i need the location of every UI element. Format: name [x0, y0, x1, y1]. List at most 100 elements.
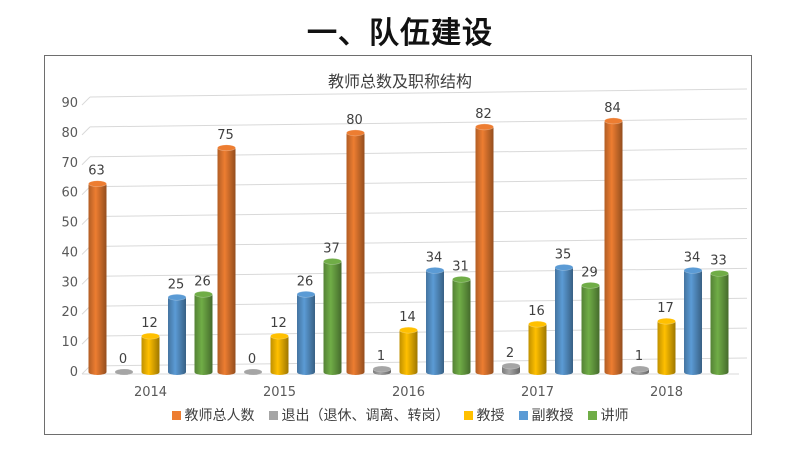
bar — [399, 326, 418, 375]
bar-body — [217, 147, 236, 372]
bar — [528, 320, 547, 375]
bar-body — [323, 261, 342, 372]
bar-base — [270, 369, 289, 375]
bar — [604, 117, 623, 375]
bar — [657, 317, 676, 375]
bar-top — [604, 117, 623, 125]
gridline — [89, 118, 748, 128]
bar-base — [346, 369, 365, 375]
bar-base — [657, 369, 676, 375]
bar-body — [452, 279, 471, 372]
y-tick-label: 60 — [61, 186, 78, 201]
chart-legend: 教师总人数 退出（退休、调离、转岗） 教授 副教授 讲师 — [0, 405, 800, 425]
bar-base — [217, 369, 236, 375]
bar-body — [141, 336, 160, 372]
data-label: 12 — [270, 316, 287, 331]
bar — [425, 267, 445, 375]
x-tick-label: 2016 — [392, 385, 425, 400]
data-label: 16 — [528, 304, 545, 319]
bar — [323, 258, 342, 375]
gridline-depth — [81, 126, 91, 136]
bar-top — [710, 270, 729, 277]
bar-base — [297, 369, 315, 375]
bar-body — [399, 330, 418, 372]
bar — [554, 264, 574, 375]
bar-top — [372, 365, 392, 373]
bar-top — [554, 264, 574, 271]
bar — [683, 267, 703, 375]
gridline — [89, 148, 748, 158]
bar — [296, 290, 316, 375]
bar-top — [217, 144, 236, 152]
bar-top — [528, 320, 547, 328]
bar-top — [475, 123, 494, 131]
legend-label: 教授 — [476, 408, 505, 424]
bar-base — [168, 369, 186, 375]
gridline-depth — [81, 156, 91, 166]
data-label: 25 — [168, 277, 185, 292]
data-label: 35 — [555, 247, 572, 262]
bar-base — [604, 369, 623, 375]
gridline — [89, 178, 748, 188]
bar-base — [555, 369, 573, 375]
data-label: 1 — [377, 349, 385, 364]
bar-base — [475, 369, 494, 375]
data-label: 84 — [604, 101, 621, 116]
data-label: 14 — [399, 310, 416, 325]
bar-body — [555, 267, 573, 372]
bar — [167, 293, 187, 375]
bar-top — [452, 276, 471, 283]
bar-base — [684, 369, 702, 375]
gridline — [89, 88, 748, 98]
data-label: 82 — [475, 107, 492, 122]
bar — [243, 368, 263, 376]
data-label: 34 — [684, 250, 701, 265]
bar-body — [426, 270, 444, 372]
bar-top — [296, 290, 316, 298]
bar-body — [657, 321, 676, 372]
bar — [270, 332, 289, 375]
data-label: 1 — [635, 349, 643, 364]
slide-title: 一、队伍建设 — [307, 16, 493, 51]
gridline — [89, 357, 748, 367]
legend-swatch — [268, 410, 278, 420]
bar-base — [88, 369, 107, 375]
data-label: 17 — [657, 301, 674, 316]
bar-top — [683, 267, 703, 274]
bar-body — [168, 297, 186, 372]
bar-body — [88, 183, 107, 372]
bar — [346, 129, 365, 375]
legend-item: 退出（退休、调离、转岗） — [268, 405, 450, 425]
data-label: 0 — [119, 352, 127, 367]
bar-top — [630, 365, 650, 373]
legend-item: 教师总人数 — [171, 405, 255, 425]
bar-body — [581, 285, 600, 372]
bar — [88, 180, 107, 375]
bar-top — [425, 267, 445, 274]
data-label: 29 — [581, 265, 598, 280]
x-tick-label: 2018 — [650, 385, 683, 400]
y-tick-label: 10 — [61, 335, 78, 350]
legend-swatch — [463, 410, 473, 420]
legend-swatch — [518, 410, 528, 420]
bar-base — [399, 369, 418, 375]
y-tick-label: 50 — [61, 216, 78, 231]
bar-body — [297, 294, 315, 372]
bar — [194, 290, 213, 375]
bar-body — [270, 336, 289, 372]
data-label: 0 — [248, 352, 256, 367]
bar-top — [346, 129, 365, 137]
legend-item: 讲师 — [587, 405, 629, 425]
gridline-depth — [81, 96, 91, 106]
data-label: 2 — [506, 346, 514, 361]
bar-base — [194, 369, 213, 375]
x-tick-label: 2015 — [263, 385, 296, 400]
bar — [114, 368, 134, 376]
gridline — [89, 237, 748, 247]
legend-label: 副教授 — [531, 408, 574, 424]
bar-top — [323, 258, 342, 265]
legend-label: 讲师 — [600, 408, 629, 424]
bar-base — [581, 369, 600, 375]
bar — [372, 365, 392, 375]
